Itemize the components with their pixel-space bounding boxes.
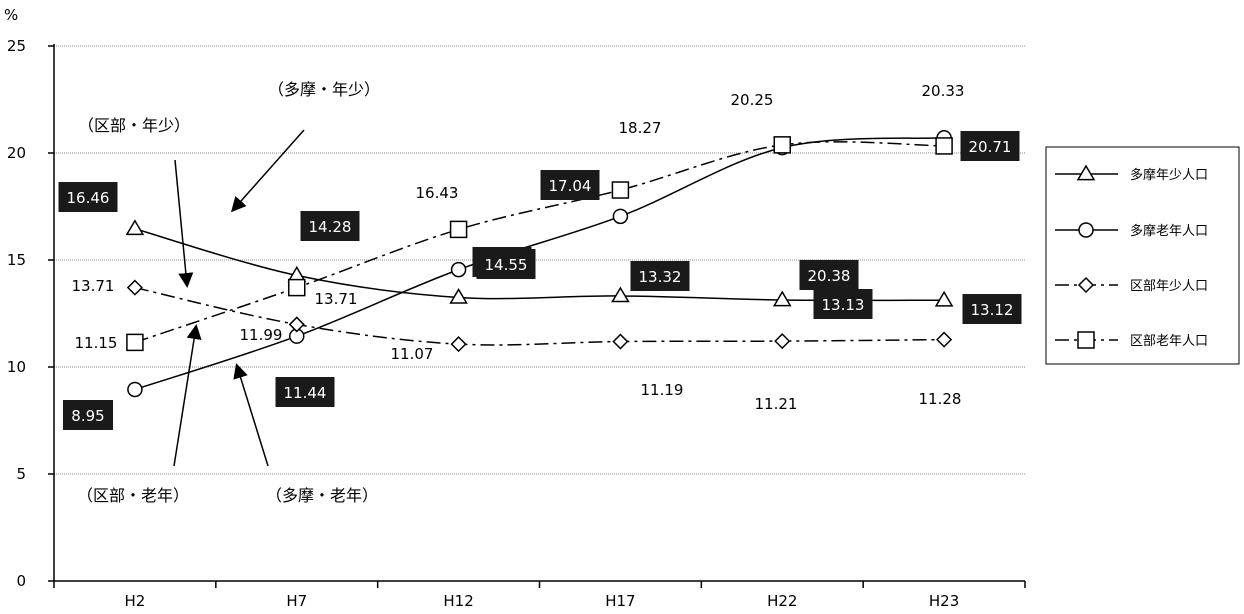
series-line-ku-youth <box>134 286 945 346</box>
legend-label-ku-youth: 区部年少人口 <box>1130 279 1208 294</box>
annotation-tama-youth: （多摩・年少） <box>268 80 380 99</box>
data-label: 14.55 <box>485 256 528 274</box>
y-tick-labels: 0 5 10 15 20 25 <box>7 37 26 590</box>
data-label: 20.25 <box>731 91 774 109</box>
data-label-box <box>799 260 859 290</box>
data-label: 11.19 <box>641 381 684 399</box>
marker-ku-elderly <box>449 220 468 239</box>
marker-ku-youth <box>288 316 305 333</box>
data-label: 13.32 <box>639 268 682 286</box>
data-label: 13.71 <box>315 290 358 308</box>
marker-ku-youth <box>450 336 467 353</box>
series-markers <box>125 130 954 398</box>
data-label: 11.15 <box>75 334 118 352</box>
annotation-ku-elderly: （区部・老年） <box>77 486 189 505</box>
series-lines <box>134 137 945 391</box>
annotation-arrows <box>173 129 305 467</box>
data-label: 16.43 <box>416 184 459 202</box>
data-label-box <box>58 182 118 212</box>
data-label-box <box>630 261 690 291</box>
series-line-tama-elderly <box>134 137 945 391</box>
marker-tama-youth <box>125 219 145 236</box>
x-tick-labels: H2 H7 H12 H17 H22 H23 <box>125 592 960 610</box>
y-tick-label: 25 <box>7 37 26 55</box>
data-label: 11.28 <box>919 390 962 408</box>
data-label: 8.95 <box>71 407 104 425</box>
data-label: 17.04 <box>549 177 592 195</box>
legend-marker-tama-youth <box>1076 164 1096 181</box>
marker-tama-youth <box>772 290 792 307</box>
marker-ku-youth <box>936 331 953 348</box>
data-label-box <box>275 377 335 407</box>
x-tick-label: H17 <box>605 592 635 610</box>
y-tick-label: 15 <box>7 251 26 269</box>
data-label: 18.27 <box>619 119 662 137</box>
data-label: 13.12 <box>971 301 1014 319</box>
legend-marker-tama-elderly <box>1078 222 1094 238</box>
data-label: 20.71 <box>969 138 1012 156</box>
data-label-box <box>300 211 360 241</box>
legend-marker-ku-youth <box>1077 276 1095 294</box>
marker-ku-youth <box>612 333 629 350</box>
data-label: 11.21 <box>755 395 798 413</box>
data-label: 13.13 <box>822 296 865 314</box>
legend-label-tama-youth: 多摩年少人口 <box>1130 167 1208 183</box>
axes <box>48 44 1026 588</box>
marker-tama-youth <box>611 286 630 303</box>
x-tick-label: H2 <box>125 592 146 610</box>
y-tick-label: 10 <box>7 358 26 376</box>
arrow-ku-elderly <box>173 324 202 467</box>
data-label: 14.28 <box>309 218 352 236</box>
marker-tama-elderly <box>612 208 629 225</box>
data-label: 16.46 <box>67 189 110 207</box>
marker-ku-elderly <box>935 137 953 155</box>
x-tick-label: H12 <box>443 592 473 610</box>
marker-ku-elderly <box>611 181 630 199</box>
x-tick-label: H22 <box>767 592 797 610</box>
data-label-box <box>960 131 1020 161</box>
series-line-tama-youth <box>134 228 945 302</box>
data-label-box <box>813 289 873 319</box>
marker-ku-elderly <box>288 278 306 297</box>
data-labels: 16.4614.2813.2513.3213.1313.128.9511.441… <box>58 82 1022 430</box>
legend-label-ku-elderly: 区部老年人口 <box>1130 334 1208 349</box>
marker-tama-youth <box>449 287 468 304</box>
data-label: 11.44 <box>284 384 327 402</box>
marker-ku-youth <box>126 279 143 296</box>
marker-ku-elderly <box>126 333 144 352</box>
y-unit-label: % <box>4 6 18 24</box>
x-tick-label: H7 <box>286 592 307 610</box>
legend-frame <box>1045 146 1240 365</box>
data-label-box <box>962 294 1022 324</box>
arrow-tama-elderly <box>233 363 269 467</box>
x-tick-label: H23 <box>929 592 959 610</box>
data-label: 20.33 <box>922 82 965 100</box>
data-label-box <box>540 170 600 200</box>
series-line-ku-elderly <box>134 141 945 344</box>
y-tick-label: 0 <box>16 572 26 590</box>
data-label-box <box>63 400 113 430</box>
arrow-tama-youth <box>231 129 305 213</box>
data-label: 11.99 <box>240 326 283 344</box>
data-label: 13.71 <box>72 277 115 295</box>
arrow-ku-youth <box>174 159 194 288</box>
data-label-box <box>476 249 536 279</box>
legend-label-tama-elderly: 多摩老年人口 <box>1130 223 1208 239</box>
marker-ku-youth <box>774 333 791 350</box>
marker-ku-elderly <box>773 136 791 154</box>
annotation-tama-elderly: （多摩・老年） <box>266 486 378 505</box>
data-label: 11.07 <box>391 345 434 363</box>
annotation-ku-youth: （区部・年少） <box>78 116 190 135</box>
gridlines <box>54 45 1025 475</box>
marker-tama-elderly <box>127 381 143 398</box>
y-tick-label: 20 <box>7 144 26 162</box>
data-label: 20.38 <box>808 267 851 285</box>
marker-tama-youth <box>934 290 954 307</box>
legend-marker-ku-elderly <box>1077 331 1095 349</box>
y-tick-label: 5 <box>16 465 26 483</box>
marker-tama-elderly <box>450 261 467 278</box>
